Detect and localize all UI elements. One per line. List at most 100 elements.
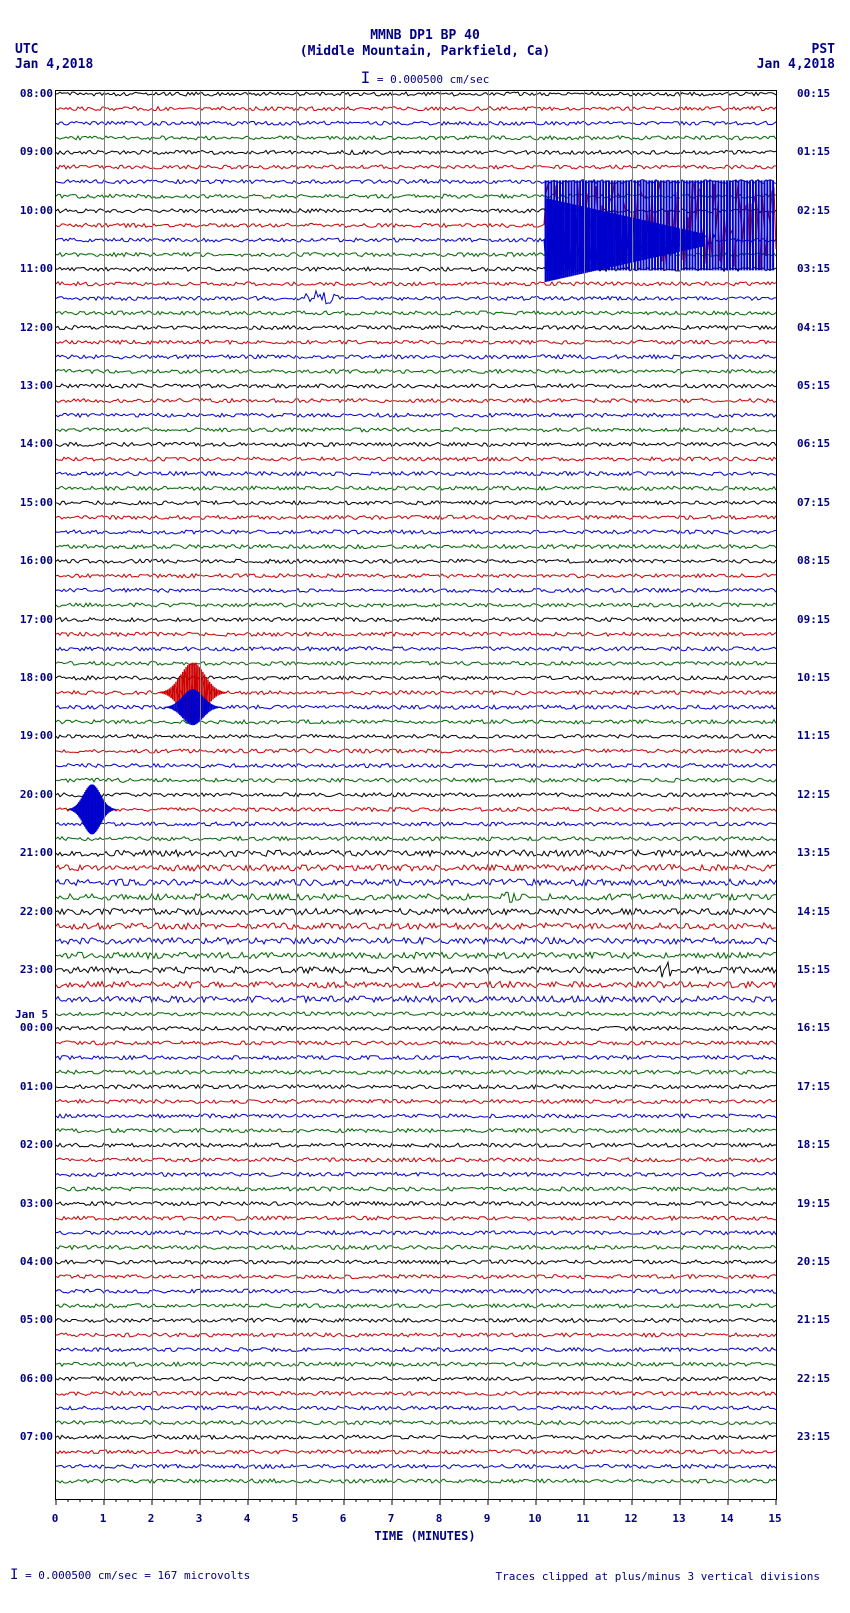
seismic-trace xyxy=(56,1245,776,1249)
seismic-trace xyxy=(56,1129,776,1133)
pst-time-label: 14:15 xyxy=(797,905,835,918)
seismic-trace xyxy=(56,647,776,651)
seismic-trace xyxy=(56,837,776,841)
seismic-trace xyxy=(56,340,776,344)
seismic-trace xyxy=(56,1260,776,1264)
x-tick-label: 7 xyxy=(388,1512,395,1525)
pst-time-label: 21:15 xyxy=(797,1313,835,1326)
pst-time-label: 10:15 xyxy=(797,671,835,684)
tz-right-label: PST xyxy=(757,42,835,57)
seismic-trace xyxy=(56,1304,776,1308)
seismic-trace xyxy=(56,384,776,388)
pst-time-label: 03:15 xyxy=(797,262,835,275)
seismic-trace xyxy=(56,1187,776,1191)
seismic-trace xyxy=(56,764,776,768)
seismic-trace xyxy=(56,1114,776,1118)
seismic-trace xyxy=(56,1041,776,1045)
title-line1: MMNB DP1 BP 40 xyxy=(0,28,850,44)
utc-time-label: 22:00 xyxy=(15,905,53,918)
seismic-trace xyxy=(56,865,776,871)
pst-time-label: 08:15 xyxy=(797,554,835,567)
seismic-trace xyxy=(56,1333,776,1337)
seismic-trace xyxy=(56,1158,776,1162)
pst-time-label: 07:15 xyxy=(797,496,835,509)
x-tick-label: 0 xyxy=(52,1512,59,1525)
seismic-trace xyxy=(56,952,776,958)
pst-time-label: 01:15 xyxy=(797,145,835,158)
x-tick-label: 9 xyxy=(484,1512,491,1525)
utc-time-label: 04:00 xyxy=(15,1255,53,1268)
seismic-trace xyxy=(56,962,776,977)
seismic-trace xyxy=(56,92,776,96)
seismic-trace xyxy=(56,194,776,198)
utc-time-label: 21:00 xyxy=(15,846,53,859)
seismic-trace xyxy=(56,355,776,359)
grid-vertical xyxy=(344,91,345,1499)
utc-time-label: 07:00 xyxy=(15,1430,53,1443)
grid-vertical xyxy=(584,91,585,1499)
pst-time-label: 05:15 xyxy=(797,379,835,392)
scale-indicator: I = 0.000500 cm/sec xyxy=(0,68,850,87)
pst-time-label: 11:15 xyxy=(797,729,835,742)
utc-time-label: 09:00 xyxy=(15,145,53,158)
seismic-trace xyxy=(56,1070,776,1074)
grid-vertical xyxy=(104,91,105,1499)
x-tick-label: 8 xyxy=(436,1512,443,1525)
seismogram-container: MMNB DP1 BP 40 (Middle Mountain, Parkfie… xyxy=(0,0,850,1613)
grid-vertical xyxy=(152,91,153,1499)
x-axis-label: TIME (MINUTES) xyxy=(0,1529,850,1543)
seismic-trace xyxy=(56,1406,776,1410)
seismic-trace xyxy=(56,1231,776,1235)
seismic-trace xyxy=(56,291,776,304)
grid-vertical xyxy=(296,91,297,1499)
seismic-trace xyxy=(56,1172,776,1176)
seismic-trace xyxy=(56,908,776,914)
seismic-trace xyxy=(56,1318,776,1322)
seismic-trace xyxy=(56,1348,776,1352)
seismic-trace xyxy=(56,515,776,519)
seismic-trace xyxy=(56,399,776,403)
utc-time-label: 13:00 xyxy=(15,379,53,392)
grid-vertical xyxy=(536,91,537,1499)
seismic-trace xyxy=(56,588,776,592)
seismic-trace xyxy=(56,892,776,902)
grid-vertical xyxy=(728,91,729,1499)
pst-time-label: 15:15 xyxy=(797,963,835,976)
seismic-trace xyxy=(56,559,776,563)
pst-time-label: 20:15 xyxy=(797,1255,835,1268)
pst-time-label: 12:15 xyxy=(797,788,835,801)
seismic-trace xyxy=(56,923,776,929)
pst-time-label: 19:15 xyxy=(797,1197,835,1210)
pst-time-label: 02:15 xyxy=(797,204,835,217)
pst-time-label: 13:15 xyxy=(797,846,835,859)
x-tick-label: 15 xyxy=(768,1512,781,1525)
grid-vertical xyxy=(488,91,489,1499)
x-tick-label: 10 xyxy=(528,1512,541,1525)
seismic-trace xyxy=(56,282,776,286)
footer-left: I = 0.000500 cm/sec = 167 microvolts xyxy=(10,1567,250,1583)
grid-vertical xyxy=(440,91,441,1499)
grid-vertical xyxy=(248,91,249,1499)
seismic-trace xyxy=(56,1085,776,1089)
seismic-trace xyxy=(56,1362,776,1366)
seismic-trace xyxy=(56,1421,776,1425)
seismic-trace xyxy=(56,136,776,140)
seismic-trace xyxy=(56,695,776,718)
footer-left-text: = 0.000500 cm/sec = 167 microvolts xyxy=(25,1569,250,1582)
seismic-trace xyxy=(56,574,776,578)
utc-time-label: 01:00 xyxy=(15,1080,53,1093)
utc-time-label: 08:00 xyxy=(15,87,53,100)
seismic-trace xyxy=(56,165,776,169)
utc-time-label: 23:00 xyxy=(15,963,53,976)
x-tick-label: 4 xyxy=(244,1512,251,1525)
seismic-trace xyxy=(56,1391,776,1395)
traces-svg xyxy=(56,91,776,1499)
tz-left-label: UTC xyxy=(15,42,93,57)
seismic-trace xyxy=(56,1143,776,1147)
seismic-trace xyxy=(56,1289,776,1293)
utc-time-label: 10:00 xyxy=(15,204,53,217)
seismic-trace xyxy=(56,676,776,680)
seismic-trace xyxy=(56,1450,776,1454)
seismic-trace xyxy=(56,1464,776,1468)
utc-time-label: 11:00 xyxy=(15,262,53,275)
